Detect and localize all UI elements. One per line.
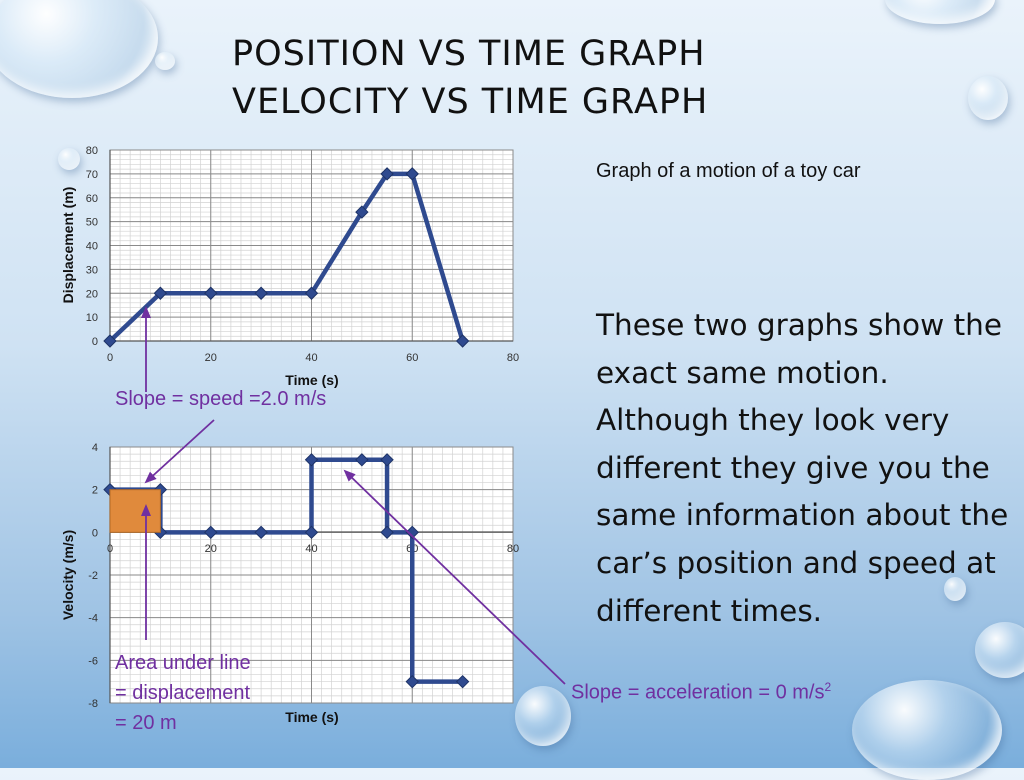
data-point-marker [204, 286, 218, 300]
y-tick-label: 60 [86, 193, 98, 205]
data-point-marker [304, 453, 319, 467]
y-axis-title: Velocity (m/s) [60, 530, 76, 620]
y-axis-title: Displacement (m) [60, 187, 76, 304]
x-tick-label: 60 [406, 352, 418, 364]
x-axis-title: Time (s) [285, 709, 338, 725]
slope-acceleration-exponent: 2 [824, 680, 832, 694]
slope-speed-annotation: Slope = speed =2.0 m/s [115, 388, 327, 410]
data-point-marker [103, 334, 117, 348]
data-point-marker [455, 674, 470, 689]
x-axis-title: Time (s) [285, 372, 338, 388]
data-point-marker [153, 286, 168, 300]
area-annotation-line-2: = displacement [115, 682, 251, 704]
title-line-1: POSITION VS TIME GRAPH [232, 34, 706, 74]
water-drop-decoration [944, 577, 966, 601]
data-point-marker [380, 167, 394, 181]
data-point-marker [405, 525, 419, 540]
y-tick-label: 0 [92, 336, 98, 348]
y-tick-label: 4 [92, 442, 98, 454]
area-annotation-line-3: = 20 m [115, 712, 177, 734]
area-annotation-line-1: Area under line [115, 652, 251, 674]
y-tick-label: 40 [86, 241, 98, 253]
area-annotation: Area under line = displacement = 20 m [115, 648, 251, 738]
water-drop-decoration [968, 76, 1008, 120]
y-tick-label: 20 [86, 288, 98, 300]
data-point-marker [254, 525, 268, 540]
x-tick-label: 0 [107, 543, 113, 555]
data-point-marker [355, 205, 369, 219]
x-tick-label: 80 [507, 543, 519, 555]
x-tick-label: 40 [305, 352, 317, 364]
data-point-marker [380, 525, 394, 540]
data-point-marker [405, 674, 419, 689]
x-tick-label: 20 [205, 543, 217, 555]
data-point-marker [355, 453, 369, 467]
data-point-marker [304, 286, 319, 300]
slide-title: POSITION VS TIME GRAPH VELOCITY VS TIME … [232, 30, 708, 126]
y-tick-label: 30 [86, 264, 98, 276]
data-point-marker [304, 525, 319, 540]
water-drop-decoration [155, 52, 175, 70]
water-drop-decoration [975, 622, 1024, 678]
annotation-arrows [141, 306, 566, 685]
slide-subtitle: Graph of a motion of a toy car [596, 160, 861, 182]
y-tick-label: 80 [86, 145, 98, 157]
data-point-marker [254, 286, 268, 300]
y-tick-label: -2 [88, 570, 98, 582]
data-point-marker [405, 167, 419, 181]
x-tick-label: 20 [205, 352, 217, 364]
area-under-line-shape [109, 489, 161, 533]
x-tick-label: 0 [107, 352, 113, 364]
slope-acceleration-annotation: Slope = acceleration = 0 m/s2 [571, 672, 831, 708]
data-point-marker [455, 334, 470, 348]
annotation-arrow [144, 419, 215, 484]
water-drop-decoration [58, 148, 80, 170]
y-tick-label: 0 [92, 527, 98, 539]
y-tick-label: 70 [86, 169, 98, 181]
y-tick-label: -6 [88, 655, 98, 667]
water-drop-decoration [515, 686, 571, 746]
title-line-2: VELOCITY VS TIME GRAPH [232, 82, 709, 122]
annotation-arrow [343, 469, 566, 685]
y-tick-label: 2 [92, 485, 98, 497]
y-tick-label: -8 [88, 698, 98, 710]
y-tick-label: -4 [88, 613, 98, 625]
x-tick-label: 40 [305, 543, 317, 555]
slope-acceleration-text: Slope = acceleration = 0 m/s [571, 681, 825, 704]
position-time-chart: 0 10 20 30 40 50 60 70 80 0 20 40 60 80 Time (s) Displa… [60, 145, 519, 388]
data-point-marker [204, 525, 218, 540]
y-tick-label: 50 [86, 217, 98, 229]
water-drop-decoration [852, 680, 1002, 780]
x-tick-label: 80 [507, 352, 519, 364]
y-tick-label: 10 [86, 312, 98, 324]
data-point-marker [380, 453, 394, 467]
slide-body-text: These two graphs show the exact same mot… [596, 308, 1009, 628]
